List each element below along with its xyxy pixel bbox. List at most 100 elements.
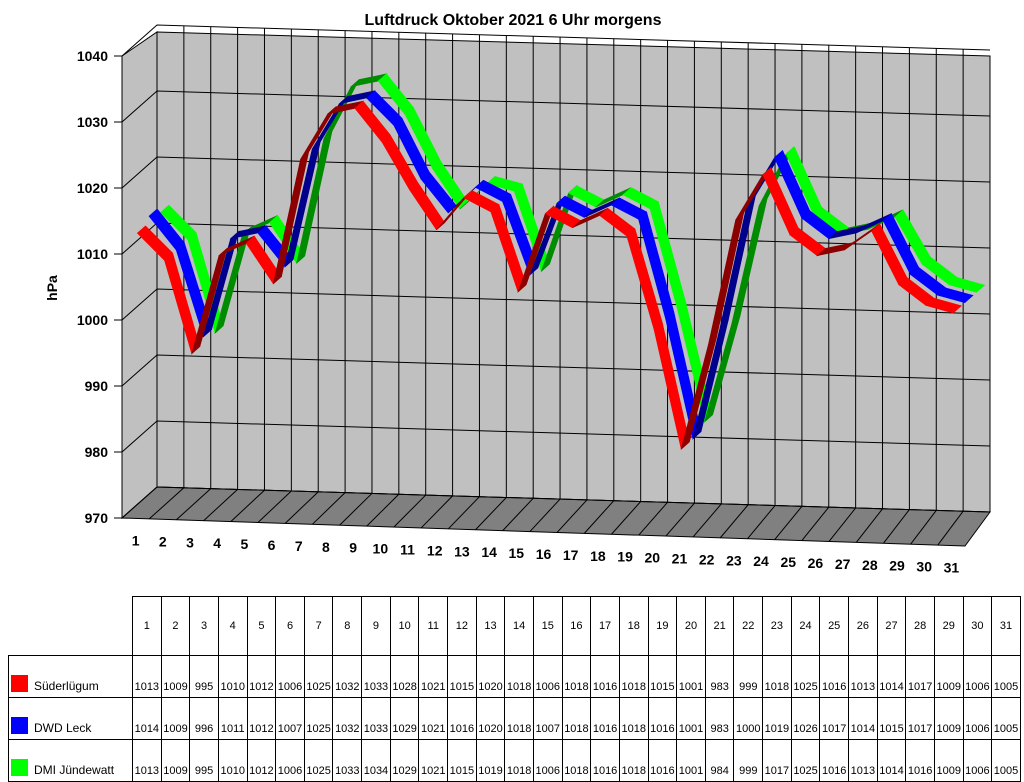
y-gridline	[121, 156, 991, 189]
table-cell: 1019	[475, 739, 506, 782]
x-tick-label: 4	[213, 535, 221, 551]
table-header-row: 1 2 3 4 5 6 7 8 9 10 11 12 13 14 15 16 17 18 19 20 21 22 23 24 2…	[8, 596, 1021, 656]
table-cell: 1029	[389, 697, 420, 740]
table-cell: 1019	[762, 697, 792, 740]
table-header-cell: 17	[590, 596, 620, 656]
table-cell: 1018	[618, 739, 649, 782]
table-cell: 1013	[132, 739, 162, 782]
floor-line	[828, 507, 857, 542]
floor-line	[583, 500, 615, 534]
table-cell: 1006	[275, 739, 305, 782]
table-cell: 1015	[447, 739, 477, 782]
table-cell: 1009	[160, 655, 191, 698]
series-name: DWD Leck	[34, 721, 92, 735]
table-cell: 1010	[217, 655, 248, 698]
table-cell: 1018	[561, 739, 592, 782]
table-cell: 1026	[790, 697, 821, 740]
x-tick-label: 15	[509, 545, 525, 561]
y-gridline	[121, 420, 991, 453]
table-cell: 1033	[361, 655, 391, 698]
x-tick-label: 16	[536, 546, 552, 562]
x-tick-label: 22	[699, 551, 715, 567]
table-header-cell: 22	[733, 596, 764, 656]
table-cell: 1017	[819, 697, 850, 740]
table-cell: 1007	[275, 697, 305, 740]
table-cell: 1009	[160, 697, 191, 740]
x-tick-label: 21	[672, 551, 688, 567]
x-tick-label: 7	[295, 538, 303, 554]
table-cell: 1012	[246, 655, 277, 698]
x-tick-label: 13	[454, 543, 470, 559]
gridlines	[121, 24, 991, 546]
floor-line	[257, 490, 292, 523]
floor-line	[312, 492, 346, 525]
table-cell: 1017	[905, 655, 935, 698]
table-cell: 995	[189, 655, 219, 698]
floor-line	[801, 506, 830, 541]
table-cell: 1009	[933, 655, 964, 698]
table-cell: 1006	[275, 655, 305, 698]
table-cell: 1012	[246, 697, 277, 740]
legend-swatch	[11, 675, 28, 692]
table-cell: 1006	[532, 655, 563, 698]
y-tick-label: 1000	[77, 312, 108, 328]
floor-line	[284, 491, 319, 524]
table-cell: 1016	[905, 739, 935, 782]
x-tick-label: 30	[916, 559, 932, 575]
table-cell: 983	[704, 655, 735, 698]
table-cell: 1011	[217, 697, 248, 740]
table-cell: 1021	[418, 655, 449, 698]
table-cell: 1021	[418, 739, 449, 782]
chart-title: Luftdruck Oktober 2021 6 Uhr morgens	[365, 12, 662, 29]
table-header-cell: 15	[532, 596, 563, 656]
x-tick-label: 19	[617, 549, 633, 565]
table-cell: 1006	[962, 697, 993, 740]
table-cell: 996	[189, 697, 219, 740]
table-row: DMI Jündewatt 1013 1009 995 1010 1012 1006 1025…	[8, 739, 1021, 782]
table-cell: 1015	[447, 655, 477, 698]
table-header-cell: 4	[217, 596, 248, 656]
floor-line	[665, 502, 695, 537]
y-tick-label: 970	[85, 510, 109, 526]
legend-swatch	[11, 717, 28, 734]
x-tick-label: 10	[373, 541, 389, 557]
table-corner	[8, 596, 133, 656]
table-header-cell: 23	[762, 596, 792, 656]
table-cell: 999	[733, 655, 764, 698]
table-cell: 1006	[532, 739, 563, 782]
floor-line	[692, 503, 722, 538]
table-row: DWD Leck 1014 1009 996 1011 1012 1007 1025 1032 1…	[8, 697, 1021, 740]
floor-line	[475, 497, 507, 531]
x-tick-label: 18	[590, 548, 606, 564]
table-cell: 995	[189, 739, 219, 782]
x-tick-label: 20	[644, 550, 660, 566]
table-header-cell: 5	[246, 596, 277, 656]
floor-line	[719, 504, 749, 539]
series-name: DMI Jündewatt	[34, 763, 115, 777]
table-cell: 1016	[590, 655, 620, 698]
x-tick-label: 17	[563, 547, 579, 563]
table-cell: 1032	[332, 655, 363, 698]
table-cell: 1025	[303, 739, 334, 782]
table-cell: 1010	[217, 739, 248, 782]
x-tick-label: 12	[427, 542, 443, 558]
y-tick-label: 990	[85, 378, 109, 394]
y-axis-label: hPa	[44, 275, 60, 301]
table-cell: 1033	[361, 697, 391, 740]
table-cell: 1016	[819, 655, 850, 698]
series-segment	[937, 287, 974, 303]
floor-line	[148, 487, 185, 520]
table-cell: 1001	[676, 697, 706, 740]
table-header-cell: 25	[819, 596, 850, 656]
floor-line	[774, 506, 803, 540]
floor-line	[747, 505, 776, 540]
x-tick-label: 1	[132, 532, 140, 548]
table-cell: 1016	[647, 697, 678, 740]
table-cell: 1009	[933, 739, 964, 782]
table-cell: 1025	[303, 655, 334, 698]
table-header-cell: 30	[962, 596, 993, 656]
table-cell: 1016	[590, 739, 620, 782]
table-cell: 1009	[933, 697, 964, 740]
x-tick-label: 24	[753, 553, 769, 569]
x-tick-label: 9	[349, 540, 357, 556]
